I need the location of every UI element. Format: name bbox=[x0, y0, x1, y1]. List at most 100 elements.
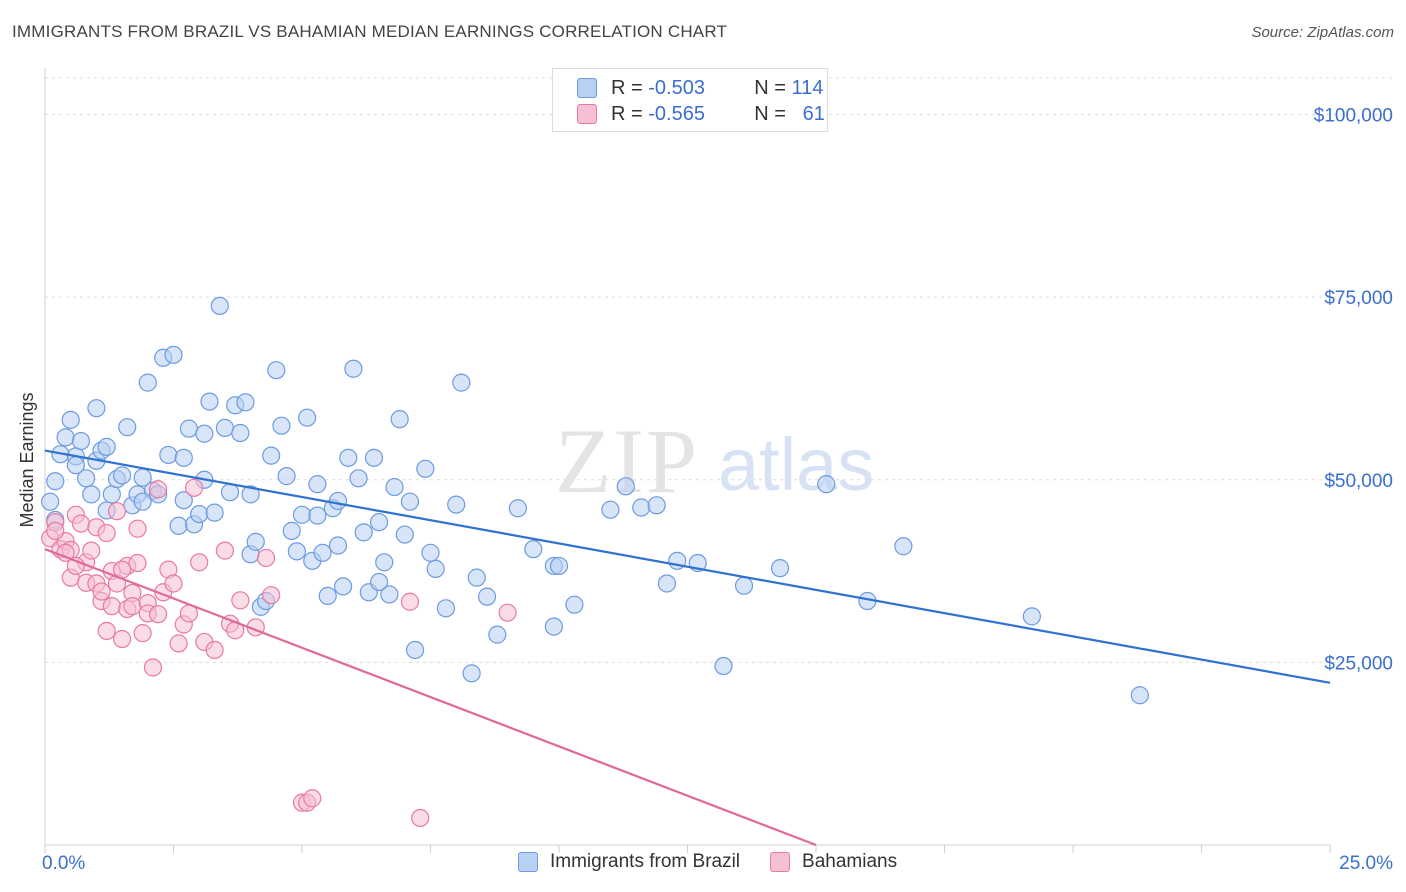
point-brazil bbox=[102, 485, 121, 504]
point-brazil bbox=[118, 418, 137, 437]
point-brazil bbox=[421, 543, 440, 562]
point-brazil bbox=[241, 485, 260, 504]
point-brazil bbox=[318, 586, 337, 606]
point-brazil bbox=[159, 445, 178, 465]
point-bahamians bbox=[411, 808, 430, 828]
point-brazil bbox=[339, 448, 358, 467]
point-bahamians bbox=[123, 597, 142, 616]
legend-n-label: N = bbox=[754, 102, 786, 125]
point-brazil bbox=[364, 448, 384, 467]
point-bahamians bbox=[169, 634, 188, 653]
point-bahamians bbox=[190, 553, 209, 572]
point-bahamians bbox=[498, 603, 517, 622]
legend-series-bahamians: Bahamians bbox=[802, 851, 898, 872]
point-brazil bbox=[308, 475, 327, 494]
point-brazil bbox=[272, 416, 291, 435]
point-brazil bbox=[344, 359, 363, 378]
point-brazil bbox=[405, 640, 425, 660]
point-brazil bbox=[205, 503, 224, 522]
axes bbox=[44, 68, 1331, 853]
point-brazil bbox=[179, 419, 199, 438]
legend-swatch-blue bbox=[518, 852, 538, 872]
point-bahamians bbox=[256, 548, 276, 568]
point-bahamians bbox=[128, 519, 147, 538]
trend-lines bbox=[44, 449, 1331, 847]
trend-line-brazil bbox=[44, 449, 1331, 684]
point-brazil bbox=[817, 475, 836, 494]
point-brazil bbox=[770, 559, 790, 578]
point-bahamians bbox=[133, 624, 152, 643]
point-brazil bbox=[349, 469, 368, 488]
point-brazil bbox=[164, 345, 183, 364]
point-brazil bbox=[477, 587, 497, 606]
watermark-zip: ZIP bbox=[555, 410, 699, 512]
point-brazil bbox=[220, 483, 240, 502]
point-brazil bbox=[657, 574, 677, 593]
y-axis-title: Median Earnings bbox=[17, 392, 37, 527]
point-brazil bbox=[1130, 686, 1149, 705]
point-bahamians bbox=[128, 553, 147, 573]
point-brazil bbox=[400, 492, 420, 511]
point-brazil bbox=[287, 542, 306, 561]
point-bahamians bbox=[97, 523, 116, 543]
point-brazil bbox=[246, 532, 265, 551]
point-brazil bbox=[174, 491, 193, 510]
legend-n-label: N = bbox=[754, 76, 786, 99]
point-bahamians bbox=[102, 597, 121, 616]
correlation-legend: R = -0.503 N = 114 R = -0.565 N = 61 bbox=[552, 68, 828, 132]
point-brazil bbox=[46, 472, 65, 491]
point-brazil bbox=[267, 361, 286, 380]
legend-swatch-pink bbox=[770, 852, 791, 872]
point-bahamians bbox=[46, 521, 65, 540]
trend-line-bahamians bbox=[44, 548, 817, 847]
point-brazil bbox=[390, 410, 409, 429]
point-bahamians bbox=[184, 478, 204, 497]
point-brazil bbox=[236, 393, 255, 412]
point-brazil bbox=[601, 500, 620, 519]
point-bahamians bbox=[262, 586, 281, 605]
y-tick-label: $75,000 bbox=[1324, 288, 1393, 309]
point-brazil bbox=[426, 559, 445, 578]
point-brazil bbox=[82, 485, 101, 504]
point-bahamians bbox=[143, 658, 163, 677]
chart-title: IMMIGRANTS FROM BRAZIL VS BAHAMIAN MEDIA… bbox=[12, 22, 728, 41]
point-brazil bbox=[894, 537, 913, 556]
point-brazil bbox=[210, 296, 229, 316]
watermark-atlas: atlas bbox=[718, 423, 874, 506]
point-brazil bbox=[190, 504, 209, 524]
legend-r-value: -0.565 bbox=[648, 102, 705, 125]
point-brazil bbox=[616, 477, 635, 496]
point-brazil bbox=[195, 424, 214, 443]
point-brazil bbox=[66, 456, 85, 475]
series-brazil-points bbox=[41, 296, 1149, 705]
point-brazil bbox=[328, 491, 348, 511]
legend-swatch-pink bbox=[577, 104, 597, 124]
point-brazil bbox=[97, 437, 116, 456]
point-brazil bbox=[714, 656, 733, 676]
point-brazil bbox=[133, 492, 152, 511]
point-brazil bbox=[467, 568, 486, 587]
grid-lines bbox=[45, 77, 1395, 663]
y-tick-label: $25,000 bbox=[1324, 653, 1393, 674]
point-bahamians bbox=[148, 480, 168, 499]
point-bahamians bbox=[71, 514, 91, 533]
y-tick-label: $100,000 bbox=[1314, 106, 1393, 127]
legend-r-value: -0.503 bbox=[648, 76, 705, 99]
point-brazil bbox=[488, 625, 507, 644]
point-brazil bbox=[508, 499, 527, 518]
point-brazil bbox=[565, 595, 584, 614]
point-brazil bbox=[354, 523, 373, 542]
point-brazil bbox=[385, 477, 404, 497]
point-brazil bbox=[56, 428, 75, 447]
point-bahamians bbox=[92, 582, 111, 601]
point-brazil bbox=[549, 556, 569, 576]
point-brazil bbox=[395, 525, 414, 544]
series-bahamians-points bbox=[41, 478, 517, 828]
point-brazil bbox=[138, 373, 157, 392]
point-bahamians bbox=[303, 789, 322, 808]
point-brazil bbox=[200, 392, 219, 411]
point-brazil bbox=[632, 498, 651, 517]
y-tick-label: $50,000 bbox=[1324, 471, 1393, 492]
point-brazil bbox=[77, 469, 96, 488]
